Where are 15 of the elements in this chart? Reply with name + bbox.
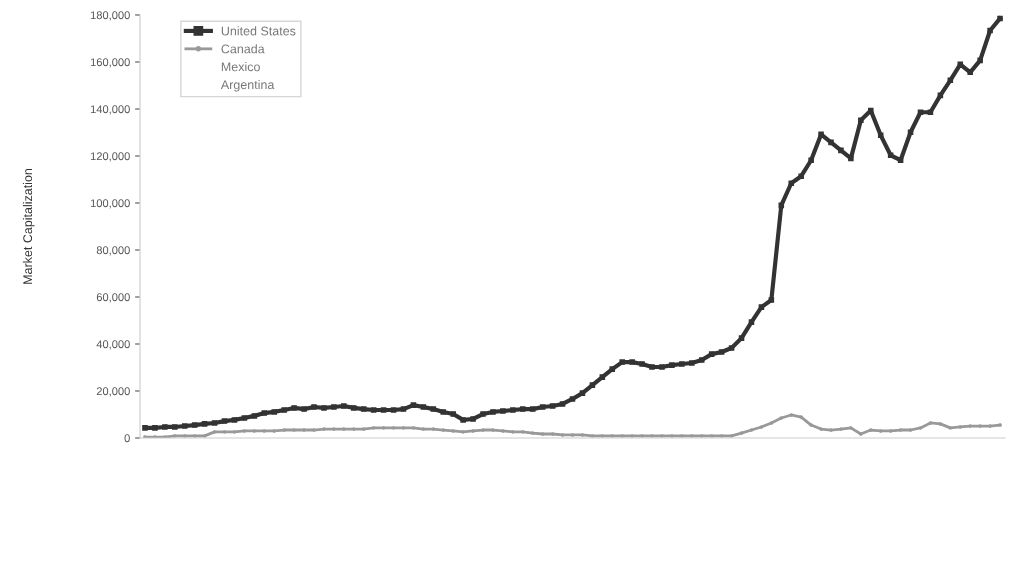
y-tick-label: 40,000: [96, 340, 130, 350]
y-tick-label: 160,000: [90, 58, 130, 68]
y-tick-label: 20,000: [96, 387, 130, 397]
y-tick-label: 0: [124, 434, 130, 443]
y-tick-label: 80,000: [96, 246, 130, 256]
y-axis-title: Market Capitalization: [22, 168, 35, 284]
text: Argentina: [220, 79, 275, 92]
y-tick-label: 140,000: [90, 105, 130, 115]
legend-label: United States: [221, 26, 296, 36]
y-tick-label: 60,000: [96, 293, 130, 303]
text: Mexico: [221, 62, 260, 72]
y-tick-label: 120,000: [90, 152, 130, 162]
y-tick-label: 180,000: [90, 11, 130, 21]
legend-label: Canada: [221, 44, 265, 54]
y-tick-label: 100,000: [90, 199, 130, 209]
